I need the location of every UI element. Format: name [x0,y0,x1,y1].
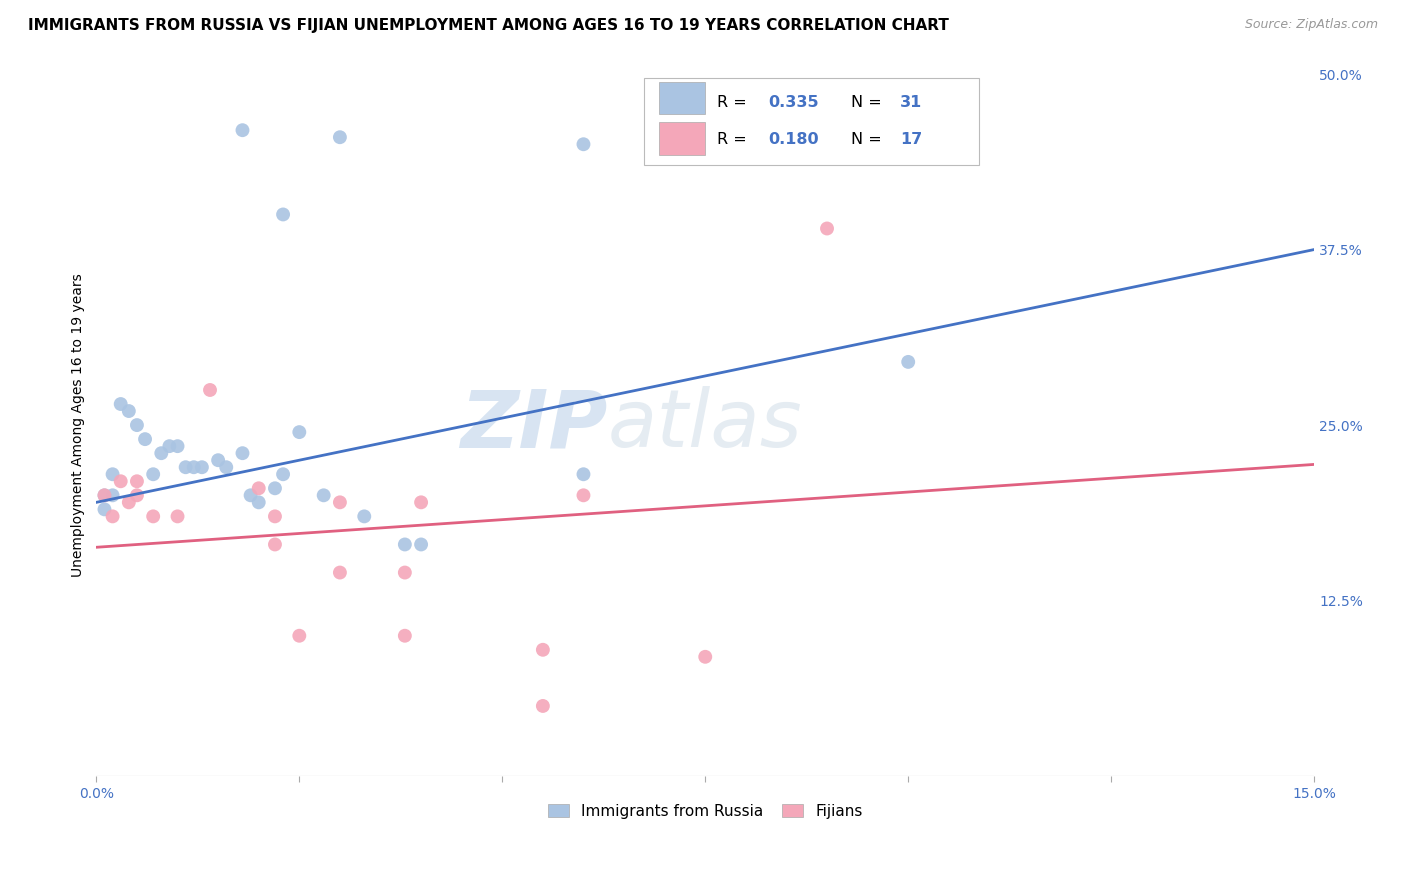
Point [264,481,287,495]
Point [353,509,375,524]
Point [271,207,294,221]
Point [394,537,416,551]
Y-axis label: Unemployment Among Ages 16 to 19 years: Unemployment Among Ages 16 to 19 years [72,273,86,577]
Point [191,460,214,475]
Point [815,221,838,235]
Point [101,509,124,524]
Point [247,495,270,509]
Text: N =: N = [852,95,887,111]
Point [531,698,554,713]
Point [271,467,294,482]
Text: N =: N = [852,133,887,147]
Point [695,649,717,664]
Text: 0.180: 0.180 [769,133,820,147]
Point [572,137,595,152]
Point [329,495,352,509]
Point [183,460,205,475]
Text: 17: 17 [900,133,922,147]
Point [409,537,432,551]
Point [572,488,595,502]
Point [118,404,141,418]
Legend: Immigrants from Russia, Fijians: Immigrants from Russia, Fijians [541,797,869,825]
Point [93,502,115,516]
Point [166,509,188,524]
Point [215,460,238,475]
Point [110,397,132,411]
Point [207,453,229,467]
Point [394,566,416,580]
Point [231,446,253,460]
Point [897,355,920,369]
Point [329,566,352,580]
Point [125,488,148,502]
Point [101,488,124,502]
Point [247,481,270,495]
Point [125,418,148,433]
Point [394,629,416,643]
Point [142,509,165,524]
Point [174,460,197,475]
Point [329,130,352,145]
Text: IMMIGRANTS FROM RUSSIA VS FIJIAN UNEMPLOYMENT AMONG AGES 16 TO 19 YEARS CORRELAT: IMMIGRANTS FROM RUSSIA VS FIJIAN UNEMPLO… [28,18,949,33]
Text: Source: ZipAtlas.com: Source: ZipAtlas.com [1244,18,1378,31]
Point [93,488,115,502]
Point [231,123,253,137]
FancyBboxPatch shape [644,78,979,165]
Point [157,439,180,453]
Point [142,467,165,482]
Point [409,495,432,509]
Point [198,383,221,397]
Point [531,642,554,657]
Point [264,509,287,524]
Point [312,488,335,502]
Point [572,467,595,482]
Point [93,488,115,502]
FancyBboxPatch shape [659,82,706,114]
Point [118,495,141,509]
Text: 31: 31 [900,95,922,111]
FancyBboxPatch shape [659,122,706,155]
Text: R =: R = [717,133,752,147]
Point [239,488,262,502]
Text: 0.335: 0.335 [769,95,820,111]
Point [101,467,124,482]
Point [150,446,173,460]
Text: ZIP: ZIP [460,386,607,464]
Point [264,537,287,551]
Text: atlas: atlas [607,386,803,464]
Text: R =: R = [717,95,752,111]
Point [166,439,188,453]
Point [125,475,148,489]
Point [288,425,311,439]
Point [134,432,156,446]
Point [288,629,311,643]
Point [110,475,132,489]
